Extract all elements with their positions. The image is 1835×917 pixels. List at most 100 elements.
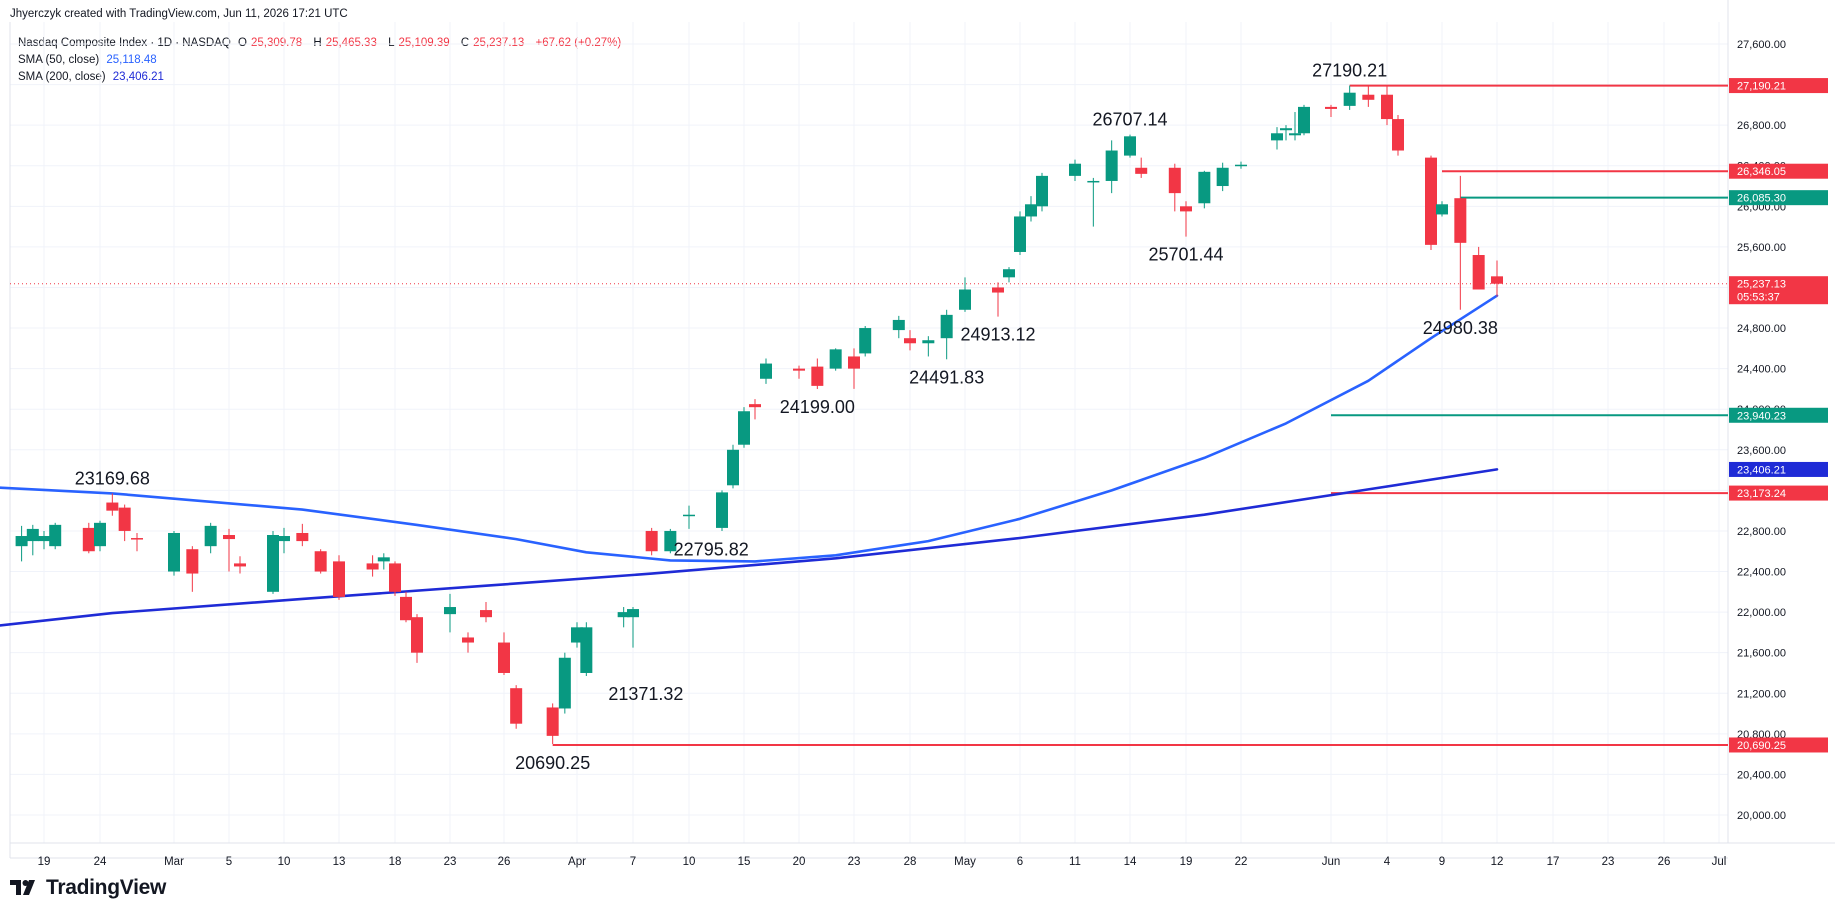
candle-body [727,449,739,486]
y-tick-label: 21,200.00 [1737,688,1786,700]
x-tick-label: 15 [738,856,751,868]
candle-body [716,492,728,528]
candle-body [186,549,199,574]
x-tick-label: 10 [683,856,696,868]
sma50-label: SMA (50, close) [18,54,100,66]
candle-body [992,287,1004,293]
y-tick-label: 24,400.00 [1737,364,1786,376]
y-tick-label: 22,000.00 [1737,607,1786,619]
symbol-label: Nasdaq Composite Index · 1D · NASDAQ [18,37,231,49]
candle-body [1198,171,1211,204]
candle-body [627,609,639,618]
x-tick-label: Mar [164,856,184,868]
candle-body [546,707,559,736]
price-annotation: 24199.00 [780,397,855,417]
candle-body [1180,206,1192,212]
price-tag [1729,407,1828,423]
price-annotations: 27190.21 26707.14 25701.44 24913.12 24491.83… [75,61,1498,773]
sma50-line [0,294,1499,563]
legend-sma50-row[interactable]: SMA (50, close) 25,118.48 [18,52,625,69]
chart-legend: Nasdaq Composite Index · 1D · NASDAQ O 25… [18,35,625,86]
candle-body [664,530,677,552]
y-tick-label: 20,400.00 [1737,769,1786,781]
y-tick-label: 26,800.00 [1737,120,1786,132]
legend-symbol-row[interactable]: Nasdaq Composite Index · 1D · NASDAQ O 25… [18,35,625,52]
candle-body [617,612,630,618]
x-tick-label: 12 [1491,856,1504,868]
x-tick-label: Jul [1712,856,1727,868]
candlesticks [15,85,1503,744]
x-tick-label: 10 [278,856,291,868]
candle-body [204,525,217,547]
price-tag-label: 26,346.05 [1737,166,1786,178]
y-tick-label: 22,400.00 [1737,567,1786,579]
candle-body [558,657,571,709]
candle-body [480,610,492,618]
price-tag-label: 26,085.30 [1737,193,1786,205]
tradingview-logo[interactable]: TradingView [10,876,166,900]
candle-body [1454,198,1467,243]
candle-body [1235,164,1247,167]
candle-body [366,563,379,570]
horizontal-levels [10,84,1728,746]
candle-body [1381,94,1393,120]
sma200-line [0,468,1499,627]
candle-body [1280,128,1292,131]
price-tag [1729,737,1828,753]
candle-body [1436,204,1448,215]
candle-body [1069,163,1081,176]
candle-body [1003,269,1015,278]
price-annotation: 27190.21 [1312,61,1387,81]
candle-body [859,328,872,354]
price-annotation: 20690.25 [515,753,590,773]
tradingview-logo-icon [10,880,35,895]
x-tick-label: 17 [1547,856,1560,868]
candle-body [1036,175,1048,207]
price-annotation: 23169.68 [75,468,150,488]
candle-body [645,530,658,552]
legend-sma200-row[interactable]: SMA (200, close) 23,406.21 [18,69,625,86]
candle-body [333,561,345,597]
candle-body [296,532,309,542]
candle-body [15,536,28,547]
candle-body [940,314,953,339]
x-tick-label: 13 [333,856,346,868]
candle-body [1392,119,1404,151]
candle-body [848,356,860,369]
price-axis: 20,000.0020,400.0020,800.0021,200.0021,6… [1737,39,1786,822]
candle-body [462,637,474,643]
candle-body [82,527,95,552]
price-annotation: 24980.38 [1423,318,1498,338]
price-tags: 27,190.21 26,346.05 26,085.30 23,940.23 23,1… [1729,78,1828,753]
candle-body [510,688,523,724]
time-axis: 19 24 Mar 5 10 13 18 23 26 Apr 7 10 15 20 23 28 May 6 11 14… [38,856,1727,868]
sma200-label: SMA (200, close) [18,71,106,83]
candle-body [168,532,180,572]
candle-body [580,627,593,673]
candle-body [922,340,935,344]
sma50-value: 25,118.48 [106,54,157,66]
price-tag [1729,190,1828,206]
y-tick-label: 21,600.00 [1737,648,1786,660]
x-tick-label: 26 [498,856,511,868]
x-tick-label: May [954,856,976,868]
candle-body [1425,157,1437,245]
candle-body [1271,133,1283,141]
candle-body [1014,216,1026,252]
candle-body [314,551,327,572]
candle-body [49,524,62,547]
candle-body [829,349,842,369]
candle-body [1472,255,1485,290]
candle-body [1298,106,1310,134]
candle-body [683,514,695,517]
price-annotation: 24491.83 [909,367,984,387]
price-change: +67.62 (+0.27%) [535,37,622,49]
candle-body [892,319,905,331]
y-tick-label: 24,800.00 [1737,323,1786,335]
y-tick-label: 23,600.00 [1737,445,1786,457]
candle-body [959,289,971,310]
x-tick-label: 18 [389,856,402,868]
candle-body [498,642,510,673]
y-tick-label: 27,600.00 [1737,39,1786,51]
